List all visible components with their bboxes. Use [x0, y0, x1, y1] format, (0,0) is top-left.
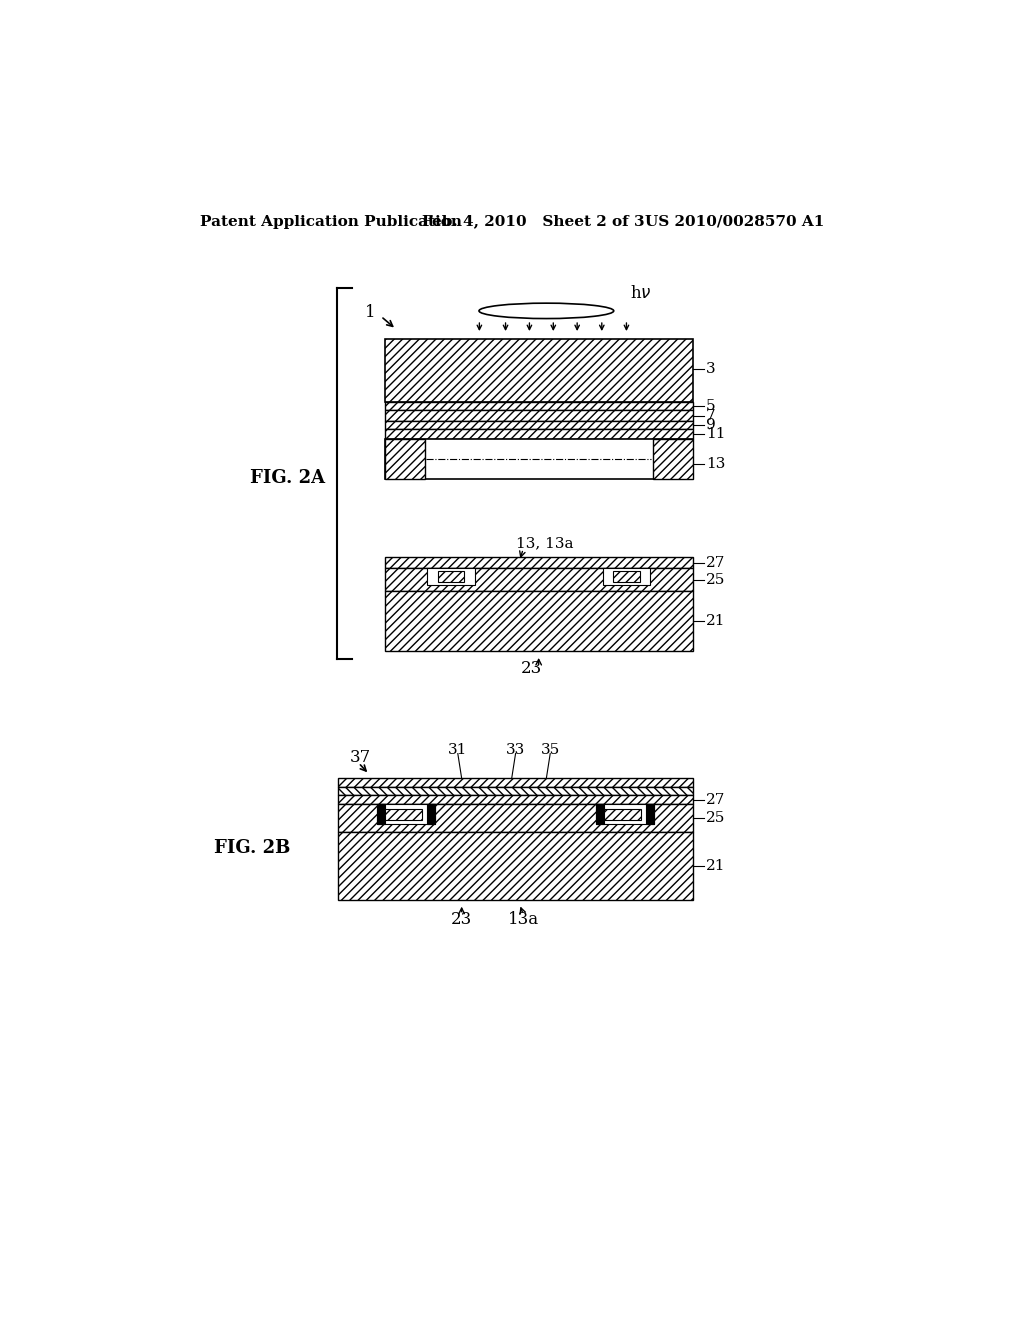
Text: 13: 13 — [706, 457, 725, 471]
Bar — [427, 804, 435, 825]
Bar — [339, 788, 692, 795]
Text: 35: 35 — [541, 743, 560, 756]
Text: 31: 31 — [449, 743, 468, 756]
Bar — [377, 804, 385, 825]
Bar — [385, 440, 692, 479]
Bar — [385, 429, 692, 440]
Text: 37: 37 — [350, 748, 372, 766]
Ellipse shape — [479, 304, 613, 318]
Bar — [596, 804, 654, 825]
Text: 5: 5 — [706, 400, 716, 413]
Text: FIG. 2B: FIG. 2B — [214, 838, 290, 857]
Bar — [339, 832, 692, 900]
Text: 25: 25 — [706, 812, 725, 825]
Bar — [385, 440, 425, 479]
Bar — [385, 339, 692, 403]
Bar — [438, 572, 464, 582]
Bar — [339, 804, 692, 832]
Text: 25: 25 — [706, 573, 725, 586]
Text: FIG. 2A: FIG. 2A — [250, 469, 325, 487]
Bar — [385, 809, 422, 820]
Bar — [385, 557, 692, 568]
Bar — [652, 440, 692, 479]
Text: 11: 11 — [706, 428, 725, 441]
Text: 3: 3 — [706, 362, 716, 376]
Bar — [613, 572, 640, 582]
Text: Patent Application Publication: Patent Application Publication — [200, 215, 462, 228]
Bar — [427, 568, 475, 585]
Bar — [385, 421, 692, 429]
Bar — [596, 804, 604, 825]
Bar — [385, 403, 692, 411]
Bar — [604, 809, 641, 820]
Text: 13, 13a: 13, 13a — [515, 536, 573, 550]
Text: Feb. 4, 2010   Sheet 2 of 3: Feb. 4, 2010 Sheet 2 of 3 — [422, 215, 644, 228]
Text: 23: 23 — [451, 911, 472, 928]
Text: 21: 21 — [706, 859, 725, 873]
Bar — [385, 568, 692, 591]
Bar — [385, 591, 692, 651]
Bar — [339, 779, 692, 788]
Text: 1: 1 — [366, 304, 376, 321]
Text: 23: 23 — [520, 660, 542, 677]
Bar — [385, 411, 692, 421]
Text: US 2010/0028570 A1: US 2010/0028570 A1 — [645, 215, 824, 228]
Text: 7: 7 — [706, 409, 716, 422]
Bar — [339, 795, 692, 804]
Text: h$\nu$: h$\nu$ — [630, 285, 651, 302]
Bar — [602, 568, 650, 585]
Text: 33: 33 — [506, 743, 525, 756]
Text: 21: 21 — [706, 614, 725, 628]
Text: 13a: 13a — [508, 911, 539, 928]
Text: 27: 27 — [706, 793, 725, 807]
Text: 9: 9 — [706, 418, 716, 432]
Bar — [377, 804, 435, 825]
Text: 27: 27 — [706, 556, 725, 570]
Bar — [646, 804, 654, 825]
